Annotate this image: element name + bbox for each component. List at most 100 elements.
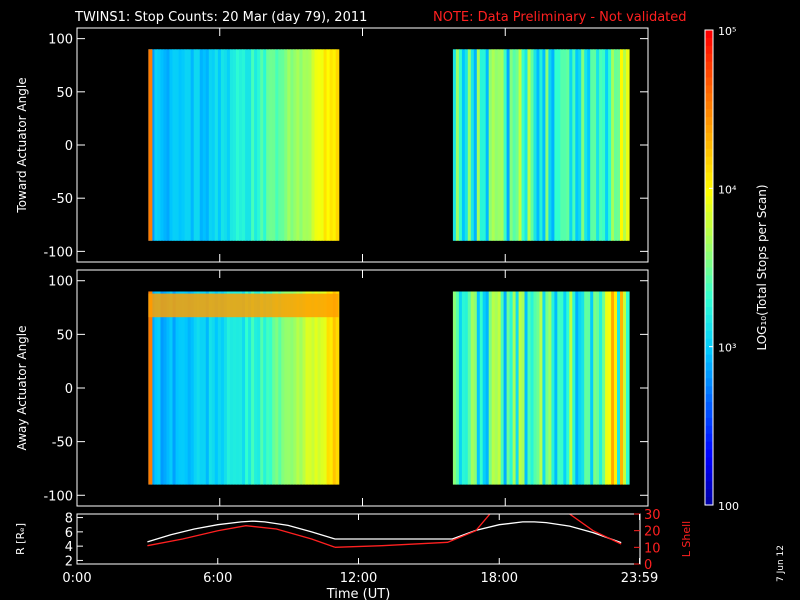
heatmap-column bbox=[611, 291, 615, 485]
heatmap-column bbox=[470, 49, 475, 241]
colorbar-swatch bbox=[705, 212, 713, 221]
heatmap-column bbox=[467, 291, 472, 485]
heatmap-column bbox=[275, 291, 279, 485]
heatmap-column bbox=[190, 49, 195, 241]
heatmap-column bbox=[320, 49, 325, 241]
colorbar-tick-label: 10³ bbox=[718, 342, 736, 355]
heatmap-column bbox=[205, 291, 210, 485]
heatmap-column bbox=[482, 291, 487, 485]
colorbar-swatch bbox=[705, 473, 713, 482]
heatmap-column bbox=[299, 291, 303, 485]
heatmap-column bbox=[503, 291, 508, 485]
l-shell-series-line bbox=[334, 514, 491, 548]
heatmap-column bbox=[485, 49, 490, 241]
r-axis-label: R [Rₑ] bbox=[14, 523, 27, 555]
heatmap-column bbox=[160, 49, 165, 241]
heatmap-column bbox=[452, 291, 457, 485]
heatmap-column bbox=[245, 291, 249, 485]
y-tick-label: 0 bbox=[65, 382, 73, 397]
heatmap-column bbox=[623, 49, 627, 241]
heatmap-column bbox=[329, 49, 334, 241]
heatmap-column bbox=[305, 291, 310, 485]
heatmap-column bbox=[163, 49, 168, 241]
x-tick-label: 6:00 bbox=[203, 571, 232, 586]
y-tick-label: -100 bbox=[43, 489, 73, 504]
heatmap-column bbox=[251, 291, 255, 485]
left-tick-label: 2 bbox=[65, 554, 73, 569]
heatmap-column bbox=[308, 291, 313, 485]
heatmap-column bbox=[575, 291, 579, 485]
heatmap-column bbox=[605, 49, 609, 241]
heatmap-column bbox=[223, 291, 228, 485]
colorbar-swatch bbox=[705, 449, 713, 459]
heatmap-column bbox=[317, 49, 322, 241]
heatmap-column bbox=[296, 49, 300, 241]
colorbar-swatch bbox=[705, 259, 713, 269]
heatmap-column bbox=[151, 49, 155, 241]
heatmap-column bbox=[172, 291, 177, 485]
heatmap-column bbox=[193, 49, 198, 241]
heatmap-column bbox=[311, 291, 316, 485]
heatmap-column bbox=[485, 291, 490, 485]
colorbar-swatch bbox=[705, 417, 713, 427]
heatmap-column bbox=[590, 49, 594, 241]
colorbar-swatch bbox=[705, 180, 713, 189]
heatmap-column bbox=[584, 49, 588, 241]
colorbar-swatch bbox=[705, 362, 713, 371]
heatmap-column bbox=[611, 49, 615, 241]
heatmap-column bbox=[614, 291, 618, 485]
colorbar: 10⁵ 10⁴ 10³ 100 LOG₁₀(Total Stops per Scan) bbox=[704, 25, 769, 513]
heatmap-column bbox=[533, 291, 538, 485]
heatmap-column bbox=[521, 49, 526, 241]
heatmap-column bbox=[266, 291, 270, 485]
heatmap-column bbox=[254, 291, 258, 485]
heatmap-column bbox=[281, 291, 285, 485]
heatmap-column bbox=[326, 49, 331, 241]
heatmap-column bbox=[284, 291, 288, 485]
colorbar-swatch bbox=[705, 188, 713, 197]
heatmap-column bbox=[545, 291, 549, 485]
heatmap-column bbox=[154, 49, 158, 241]
heatmap-column bbox=[263, 49, 267, 241]
heatmap-column bbox=[293, 291, 297, 485]
colorbar-tick-label: 10⁵ bbox=[718, 25, 736, 38]
heatmap-column bbox=[266, 49, 270, 241]
heatmap-column bbox=[169, 291, 174, 485]
heatmap-column bbox=[242, 49, 246, 241]
y-tick-label: 0 bbox=[65, 139, 73, 154]
heatmap-column bbox=[326, 291, 331, 485]
heatmap-column bbox=[599, 49, 603, 241]
heatmap-column bbox=[205, 49, 210, 241]
heatmap-column bbox=[314, 291, 319, 485]
heatmap-column bbox=[476, 49, 481, 241]
heatmap-column bbox=[617, 49, 621, 241]
heatmap-column bbox=[202, 49, 207, 241]
colorbar-swatch bbox=[705, 354, 713, 364]
heatmap-column bbox=[323, 291, 328, 485]
heatmap-edge-column bbox=[148, 291, 153, 485]
heatmap-column bbox=[512, 291, 517, 485]
heatmap-column bbox=[578, 49, 582, 241]
heatmap-column bbox=[596, 49, 600, 241]
heatmap-column bbox=[455, 291, 460, 485]
colorbar-swatch bbox=[705, 441, 713, 451]
heatmap-column bbox=[527, 49, 532, 241]
heatmap-column bbox=[190, 291, 195, 485]
l-shell-axis-label: L Shell bbox=[680, 521, 693, 557]
heatmap-column bbox=[593, 49, 597, 241]
heatmap-column bbox=[166, 291, 171, 485]
heatmap-column bbox=[199, 49, 204, 241]
heatmap-high-band bbox=[148, 293, 339, 318]
heatmap-column bbox=[479, 49, 484, 241]
heatmap-column bbox=[518, 291, 523, 485]
right-tick-label: 10 bbox=[644, 541, 661, 556]
away-angle-panel: 100 50 0 -50 -100 Away Actuator Angle bbox=[15, 269, 649, 507]
heatmap-column bbox=[281, 49, 285, 241]
heatmap-column bbox=[181, 49, 186, 241]
colorbar-swatch bbox=[705, 283, 713, 292]
heatmap-column bbox=[539, 49, 543, 241]
heatmap-column bbox=[317, 291, 322, 485]
heatmap-column bbox=[275, 49, 279, 241]
colorbar-swatch bbox=[705, 338, 713, 348]
